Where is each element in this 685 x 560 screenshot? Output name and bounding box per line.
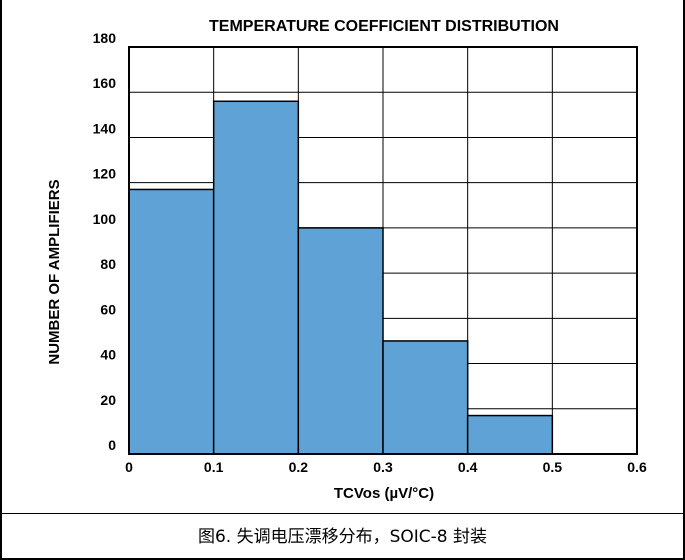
histogram-bar	[212, 100, 300, 455]
x-axis-label: TCVos (µV/°C)	[334, 485, 434, 502]
y-tick-label: 20	[100, 392, 116, 408]
y-tick-label: 80	[100, 256, 116, 272]
figure-caption: 图6. 失调电压漂移分布，SOIC-8 封装	[197, 527, 488, 547]
x-tick-label: 0.3	[373, 459, 393, 475]
bars	[128, 100, 554, 455]
histogram-bar	[382, 340, 469, 455]
y-tick-label: 180	[93, 30, 117, 46]
y-tick-label: 0	[108, 437, 116, 453]
x-tick-label: 0.5	[543, 459, 563, 475]
x-tick-labels: 0 0.1 0.2 0.3 0.4 0.5 0.6	[125, 459, 647, 475]
y-tick-label: 140	[93, 120, 117, 136]
caption-divider	[2, 513, 683, 514]
y-axis-label: NUMBER OF AMPLIFIERS	[46, 179, 63, 364]
x-tick-label: 0	[125, 459, 133, 475]
y-tick-label: 160	[93, 75, 117, 91]
x-tick-label: 0.2	[289, 459, 309, 475]
plot-frame	[128, 46, 638, 455]
y-tick-label: 100	[93, 211, 117, 227]
y-tick-label: 60	[100, 301, 116, 317]
y-tick-label: 120	[93, 166, 117, 182]
histogram-bar	[466, 414, 554, 455]
y-tick-labels: 0 20 40 60 80 100 120 140 160 180	[93, 30, 117, 453]
plot-border	[128, 46, 638, 455]
x-tick-label: 0.6	[627, 459, 647, 475]
histogram-bar	[128, 188, 215, 455]
histogram-chart: TEMPERATURE COEFFICIENT DISTRIBUTION 0 20…	[46, 18, 647, 502]
chart-title: TEMPERATURE COEFFICIENT DISTRIBUTION	[209, 18, 559, 35]
x-tick-label: 0.1	[204, 459, 224, 475]
y-tick-label: 40	[100, 347, 116, 363]
histogram-bar	[297, 227, 384, 455]
x-tick-label: 0.4	[458, 459, 478, 475]
